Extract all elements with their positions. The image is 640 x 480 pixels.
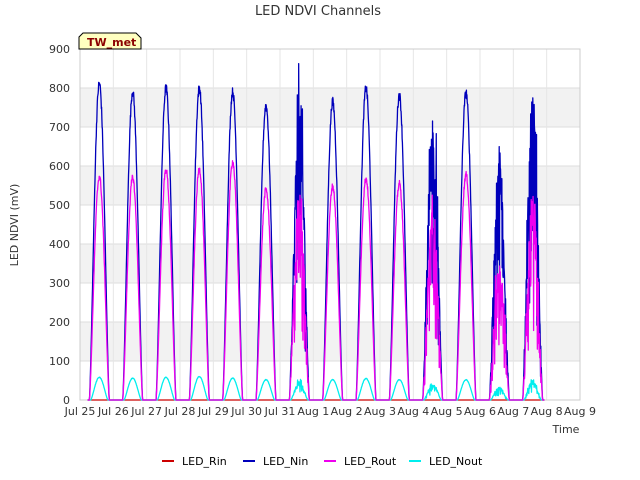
x-tick-labels: Jul 25 Jul 26 Jul 27 Jul 28 Jul 29 Jul 30 Jul …: [64, 405, 596, 418]
x-tick-label: Aug 9: [564, 405, 596, 418]
y-tick-label: 900: [49, 43, 70, 56]
x-tick-label: Aug 7: [497, 405, 529, 418]
y-tick-label: 400: [49, 238, 70, 251]
annotation-badge-box: [78, 32, 142, 50]
x-tick-label: Aug 8: [531, 405, 563, 418]
y-tick-label: 0: [63, 394, 70, 407]
y-tick-label: 700: [49, 121, 70, 134]
x-tick-label: Aug 5: [431, 405, 463, 418]
y-tick-label: 800: [49, 82, 70, 95]
x-tick-label: Jul 27: [130, 405, 162, 418]
background-band: [80, 49, 580, 88]
annotation-badge: TW_met: [78, 32, 142, 50]
background-band: [80, 361, 580, 400]
legend-label: LED_Rin: [182, 455, 227, 468]
legend-label: LED_Rout: [344, 455, 397, 468]
x-tick-label: Jul 28: [164, 405, 196, 418]
background-band: [80, 166, 580, 205]
x-tick-label: Aug 3: [364, 405, 396, 418]
y-tick-label: 500: [49, 199, 70, 212]
chart-title: LED NDVI Channels: [255, 4, 381, 19]
y-tick-label: 200: [49, 316, 70, 329]
y-tick-label: 100: [49, 355, 70, 368]
legend-label: LED_Nin: [263, 455, 308, 468]
x-tick-label: Aug 6: [464, 405, 496, 418]
x-tick-label: Aug 4: [397, 405, 429, 418]
legend: LED_Rin LED_Nin LED_Rout LED_Nout: [162, 455, 483, 468]
annotation-badge-label: TW_met: [87, 36, 136, 49]
series-line-led-rout: [87, 160, 545, 401]
x-tick-label: Jul 30: [230, 405, 262, 418]
y-axis-label: LED NDVI (mV): [8, 184, 21, 267]
x-axis-label: Time: [552, 423, 580, 436]
background-band: [80, 88, 580, 127]
x-tick-label: Aug 1: [297, 405, 329, 418]
x-tick-label: Jul 29: [197, 405, 229, 418]
x-tick-label: Jul 25: [64, 405, 96, 418]
legend-label: LED_Nout: [429, 455, 483, 468]
series-layer: [87, 62, 545, 401]
x-tick-label: Jul 26: [97, 405, 129, 418]
y-tick-label: 300: [49, 277, 70, 290]
x-tick-label: Aug 2: [331, 405, 363, 418]
y-tick-label: 600: [49, 160, 70, 173]
x-tick-label: Jul 31: [264, 405, 296, 418]
y-tick-labels: 0 100 200 300 400 500 600 700 800 900: [49, 43, 70, 407]
